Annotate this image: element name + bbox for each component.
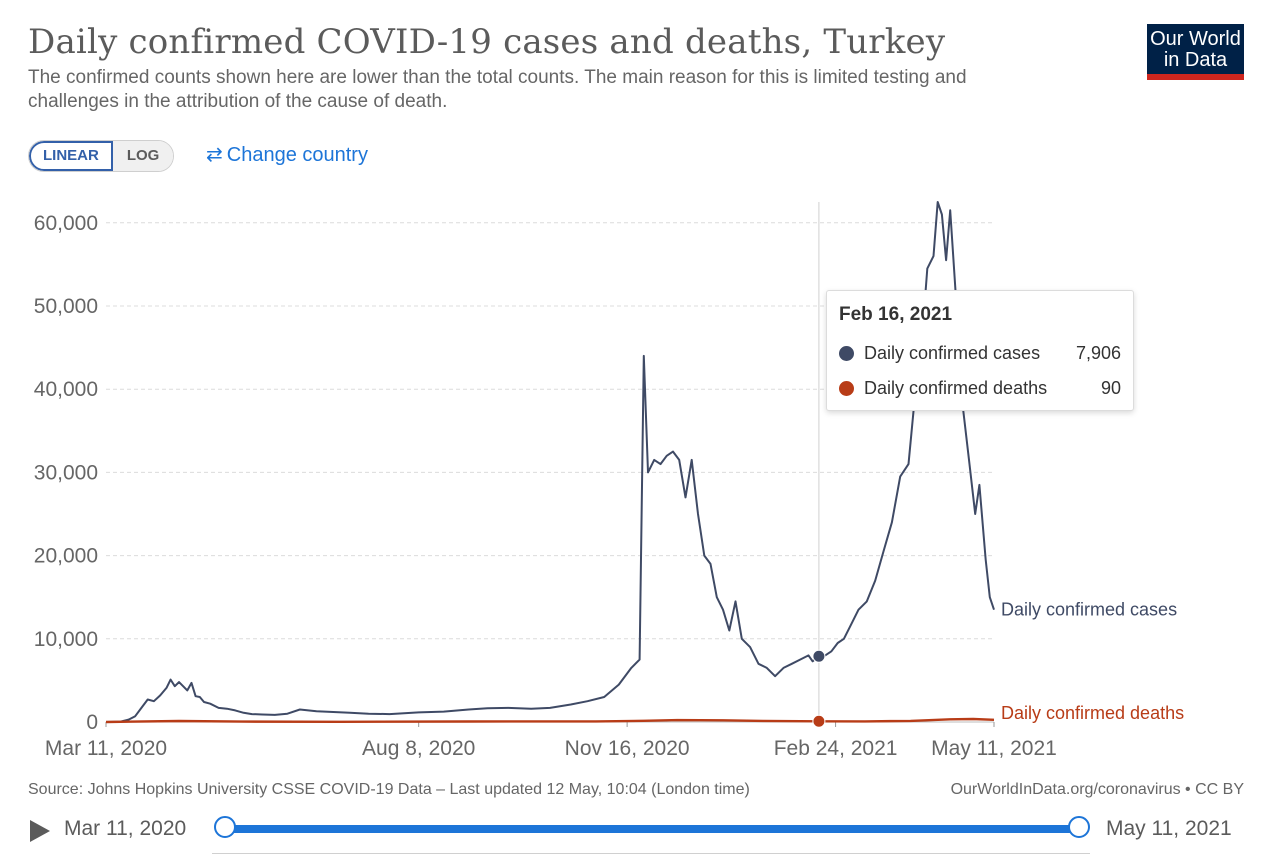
- y-tick-label: 10,000: [34, 628, 98, 651]
- y-tick-label: 50,000: [34, 295, 98, 318]
- logo-line-2: in Data: [1163, 49, 1228, 71]
- log-scale-button[interactable]: LOG: [112, 141, 174, 171]
- timeline-end-label: May 11, 2021: [1106, 817, 1232, 840]
- deaths-hover-dot: [812, 714, 826, 728]
- x-tick-label: Nov 16, 2020: [565, 737, 690, 760]
- y-tick-label: 20,000: [34, 545, 98, 568]
- cases-hover-dot: [812, 649, 826, 663]
- tooltip-cases-value: 7,906: [1075, 343, 1121, 363]
- timeline-start-label: Mar 11, 2020: [64, 817, 187, 840]
- y-tick-label: 60,000: [34, 212, 98, 235]
- tooltip-deaths-label: Daily confirmed deaths: [864, 378, 1048, 398]
- timeline-slider: Mar 11, 2020 May 11, 2021: [0, 808, 1280, 858]
- cases-dot-icon: [839, 346, 854, 361]
- tooltip-cases-label: Daily confirmed cases: [864, 343, 1041, 363]
- timeline-axis: [212, 853, 1090, 860]
- hover-tooltip: Feb 16, 2021 Daily confirmed cases 7,906…: [826, 290, 1134, 411]
- deaths-series-label: Daily confirmed deaths: [1001, 703, 1184, 723]
- scale-toggle: LINEAR LOG: [28, 140, 175, 172]
- cases-line: [105, 201, 995, 723]
- owid-link[interactable]: OurWorldInData.org/coronavirus • CC BY: [950, 781, 1244, 798]
- y-tick-label: 0: [86, 711, 98, 734]
- linear-scale-button[interactable]: LINEAR: [29, 141, 113, 171]
- line-chart[interactable]: 0 10,000 20,000 30,000 40,000 50,000 60,000 Ma…: [0, 190, 1280, 770]
- owid-logo[interactable]: Our World in Data: [1147, 24, 1244, 80]
- tooltip-date: Feb 16, 2021: [839, 304, 953, 325]
- series-labels: Daily confirmed cases Daily confirmed dea…: [1001, 600, 1184, 723]
- x-tick-label: Aug 8, 2020: [362, 737, 475, 760]
- x-tick-label: May 11, 2021: [931, 737, 1057, 760]
- timeline-track[interactable]: [224, 825, 1080, 833]
- source-note[interactable]: Source: Johns Hopkins University CSSE CO…: [28, 781, 750, 798]
- change-country-button[interactable]: ⇄ Change country: [206, 142, 368, 167]
- cases-series-label: Daily confirmed cases: [1001, 600, 1177, 620]
- tooltip-row-deaths: Daily confirmed deaths 90: [839, 371, 1121, 406]
- logo-line-1: Our World: [1150, 28, 1241, 50]
- series-lines: [105, 201, 995, 724]
- y-tick-label: 40,000: [34, 378, 98, 401]
- chart-title: Daily confirmed COVID-19 cases and death…: [28, 22, 946, 62]
- hover-markers: [812, 649, 826, 728]
- y-axis-ticks: 0 10,000 20,000 30,000 40,000 50,000 60,000: [34, 212, 98, 734]
- tooltip-deaths-value: 90: [1100, 378, 1121, 398]
- deaths-dot-icon: [839, 381, 854, 396]
- change-country-label: Change country: [226, 144, 368, 166]
- deaths-line: [105, 717, 995, 724]
- play-icon[interactable]: [30, 820, 50, 842]
- chart-subtitle: The confirmed counts shown here are lowe…: [28, 67, 967, 112]
- tooltip-row-cases: Daily confirmed cases 7,906: [839, 336, 1121, 371]
- x-axis-ticks: Mar 11, 2020 Aug 8, 2020 Nov 16, 2020 Feb 2…: [45, 722, 1057, 760]
- y-tick-label: 30,000: [34, 461, 98, 484]
- timeline-start-handle[interactable]: [214, 816, 236, 838]
- timeline-end-handle[interactable]: [1068, 816, 1090, 838]
- x-tick-label: Mar 11, 2020: [45, 737, 167, 760]
- swap-arrows-icon: ⇄: [206, 144, 223, 166]
- x-tick-label: Feb 24, 2021: [774, 737, 898, 760]
